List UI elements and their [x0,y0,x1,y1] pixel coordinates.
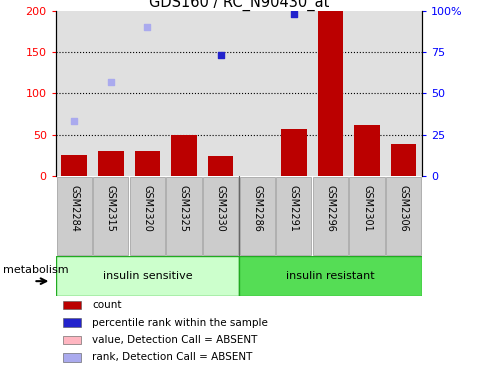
Text: insulin sensitive: insulin sensitive [102,271,192,281]
Bar [63,318,81,327]
Bar [317,11,343,176]
Point [143,25,151,30]
Point [70,119,78,124]
Text: GSM2330: GSM2330 [215,185,225,232]
Bar [171,134,197,176]
Bar [166,177,201,255]
Text: GSM2291: GSM2291 [288,185,298,232]
Bar [63,353,81,362]
Bar [61,155,87,176]
Bar [134,151,160,176]
Text: GSM2315: GSM2315 [106,185,116,232]
Text: GSM2306: GSM2306 [398,185,408,232]
Text: insulin resistant: insulin resistant [286,271,374,281]
Text: GSM2284: GSM2284 [69,185,79,232]
Text: metabolism: metabolism [3,265,68,275]
Bar [130,177,165,255]
Text: GSM2301: GSM2301 [361,185,371,232]
Bar [385,177,420,255]
Bar [63,301,81,310]
Text: GSM2286: GSM2286 [252,185,262,232]
Bar [93,177,128,255]
Bar [63,336,81,344]
Bar [98,151,123,176]
Bar [57,177,91,255]
Bar [98,151,123,176]
Bar [134,151,160,176]
Bar [390,144,416,176]
Point [216,53,224,59]
Text: GSM2325: GSM2325 [179,185,189,232]
Text: value, Detection Call = ABSENT: value, Detection Call = ABSENT [92,335,257,345]
Text: percentile rank within the sample: percentile rank within the sample [92,318,268,328]
Bar [61,155,87,176]
Title: GDS160 / RC_N90430_at: GDS160 / RC_N90430_at [149,0,328,11]
Bar [349,177,384,255]
Text: GSM2320: GSM2320 [142,185,152,232]
Point [399,0,407,6]
Bar [312,177,347,255]
Point [289,11,297,17]
Bar [280,129,306,176]
Bar [239,177,274,255]
Text: GSM2296: GSM2296 [325,185,335,232]
Bar [207,156,233,176]
Bar [353,124,379,176]
Bar [56,256,239,296]
Bar [276,177,311,255]
Text: rank, Detection Call = ABSENT: rank, Detection Call = ABSENT [92,352,252,362]
Text: count: count [92,300,121,310]
Point [106,79,114,85]
Bar [203,177,238,255]
Bar [239,256,421,296]
